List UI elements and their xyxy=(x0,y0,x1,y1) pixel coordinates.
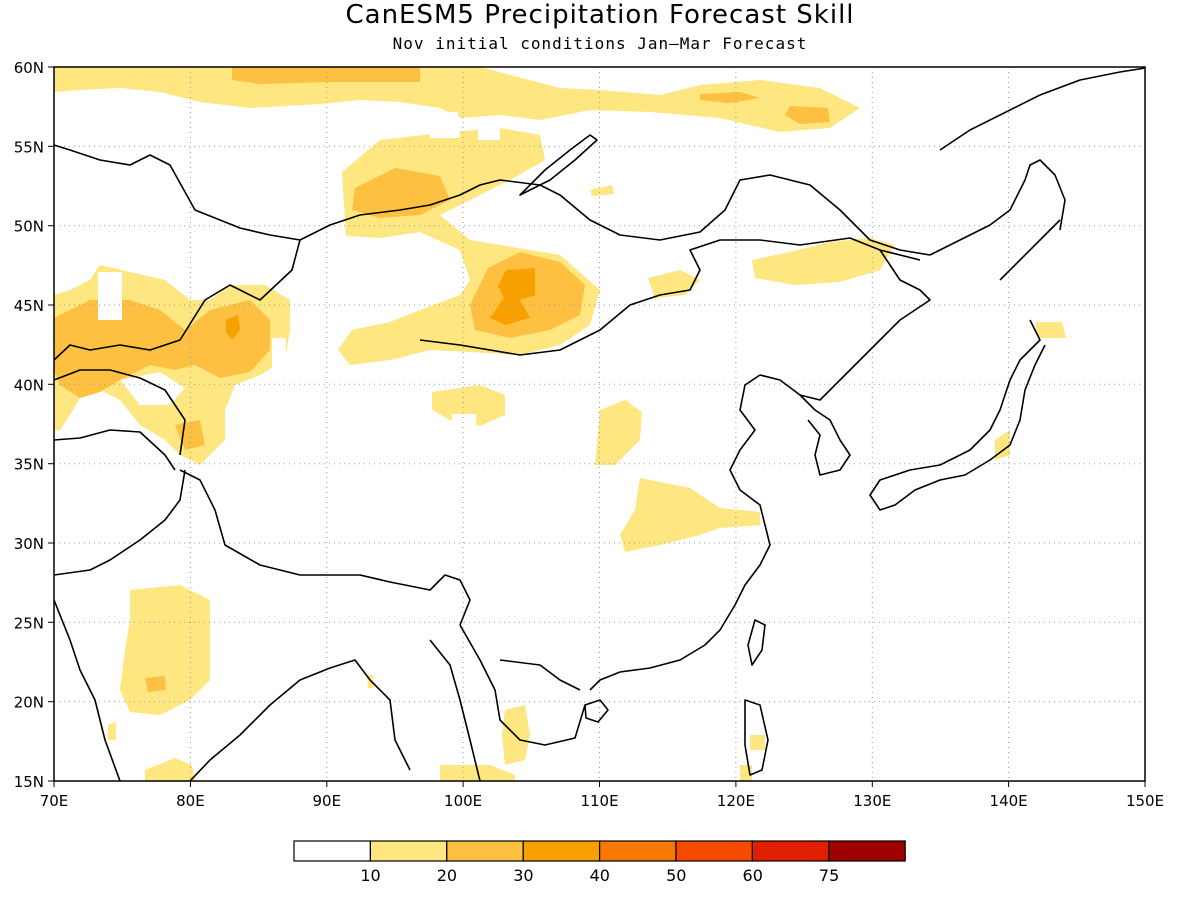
map-title: CanESM5 Precipitation Forecast Skill xyxy=(345,0,855,30)
skill-region-tarim xyxy=(432,385,505,426)
colorbar-swatch xyxy=(293,840,372,862)
lon-tick-label: 120E xyxy=(717,792,755,810)
colorbar-label: 40 xyxy=(590,866,610,885)
colorbar-label: 75 xyxy=(819,866,839,885)
colorbar-swatch xyxy=(828,840,906,862)
colorbar-swatch xyxy=(598,840,677,862)
lat-tick-label: 30N xyxy=(14,535,44,553)
lat-tick-label: 20N xyxy=(14,694,44,712)
colorbar-swatch xyxy=(369,840,448,862)
lat-tick-label: 50N xyxy=(14,218,44,236)
lon-tick-label: 110E xyxy=(580,792,618,810)
lat-tick-label: 55N xyxy=(14,138,44,156)
lat-tick-label: 40N xyxy=(14,376,44,394)
lon-tick-label: 90E xyxy=(313,792,342,810)
lon-tick-label: 100E xyxy=(444,792,482,810)
map-subtitle: Nov initial conditions Jan–Mar Forecast xyxy=(392,34,808,53)
lon-tick-label: 150E xyxy=(1126,792,1164,810)
coastlines-borders xyxy=(54,67,1145,781)
lat-tick-label: 45N xyxy=(14,297,44,315)
colorbar-label: 60 xyxy=(743,866,763,885)
skill-shading xyxy=(54,67,1066,781)
gridlines xyxy=(54,67,1145,781)
skill-region-india xyxy=(120,585,210,715)
lon-tick-label: 70E xyxy=(40,792,69,810)
lat-tick-label: 60N xyxy=(14,59,44,77)
colorbar-swatch xyxy=(675,840,754,862)
lon-tick-label: 80E xyxy=(176,792,205,810)
colorbar-swatch xyxy=(522,840,601,862)
lat-tick-label: 15N xyxy=(14,773,44,791)
lat-tick-label: 35N xyxy=(14,456,44,474)
skill-region-mongolia xyxy=(338,128,600,365)
colorbar-label: 10 xyxy=(360,866,380,885)
lon-tick-label: 140E xyxy=(990,792,1028,810)
skill-region-yangtze xyxy=(620,478,760,552)
lon-tick-label: 130E xyxy=(853,792,891,810)
colorbar-label: 20 xyxy=(437,866,457,885)
colorbar: 10 20 30 40 50 60 75 xyxy=(293,840,906,885)
skill-region-manchuria xyxy=(752,238,895,285)
colorbar-swatch xyxy=(751,840,830,862)
colorbar-swatch xyxy=(446,840,524,862)
colorbar-label: 50 xyxy=(666,866,686,885)
lat-tick-label: 25N xyxy=(14,614,44,632)
skill-region-north-mid xyxy=(232,67,420,84)
colorbar-label: 30 xyxy=(513,866,533,885)
